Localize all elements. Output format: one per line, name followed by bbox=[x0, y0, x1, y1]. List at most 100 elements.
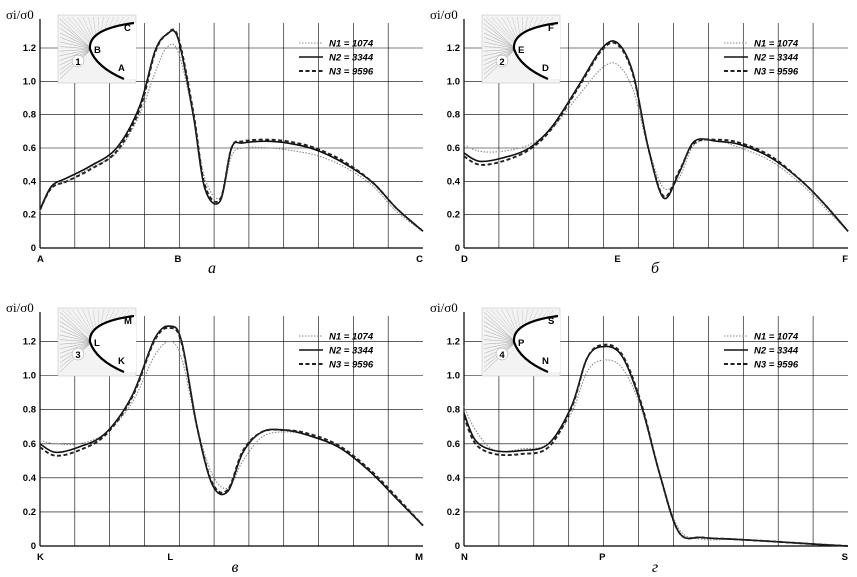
y-axis-label: σi/σ0 bbox=[6, 300, 34, 315]
panel-caption: б bbox=[651, 260, 660, 277]
chart-panel-2: 0 0.2 0.4 0.6 0.8 1.0 1.2 σi/σ0 D E Fб N1 = 1074 N2 … bbox=[430, 7, 849, 277]
inset-number-badge bbox=[71, 347, 85, 361]
mesh-line bbox=[59, 48, 93, 61]
x-tick-label: P bbox=[599, 552, 606, 563]
inset-point-label: B bbox=[94, 45, 101, 56]
x-tick-label: S bbox=[842, 552, 848, 563]
mesh-line bbox=[59, 339, 93, 343]
y-tick-label: 1.0 bbox=[23, 76, 36, 87]
y-tick-label: 0.4 bbox=[447, 176, 461, 187]
mesh-line bbox=[59, 311, 93, 343]
y-tick-label: 0.2 bbox=[23, 507, 36, 518]
series-line-1 bbox=[463, 62, 849, 232]
y-tick-label: 0 bbox=[455, 243, 460, 254]
inset-point-label: D bbox=[542, 63, 549, 74]
y-tick-label: 0 bbox=[455, 541, 460, 552]
y-axis-label: σi/σ0 bbox=[430, 7, 458, 22]
y-tick-label: 0.4 bbox=[23, 176, 37, 187]
y-tick-label: 0.2 bbox=[447, 210, 460, 221]
series-line-3 bbox=[39, 28, 424, 233]
series-line-3 bbox=[39, 326, 424, 527]
y-tick-label: 1.0 bbox=[447, 371, 460, 382]
inset-mesh-diagram: P S N 4 bbox=[481, 307, 561, 377]
mesh-line bbox=[483, 37, 517, 50]
mesh-line bbox=[483, 339, 517, 343]
y-tick-label: 1.2 bbox=[23, 337, 36, 348]
inset-point-label: F bbox=[548, 23, 554, 34]
mesh-line bbox=[483, 316, 517, 343]
inset-mesh-diagram: L M K 3 bbox=[57, 307, 137, 377]
inset-number: 2 bbox=[499, 57, 504, 68]
mesh-line bbox=[59, 334, 93, 343]
inset-point-label: K bbox=[118, 356, 125, 367]
inset-mesh-diagram: B C A 1 bbox=[57, 14, 137, 84]
series-line-3 bbox=[463, 41, 849, 232]
mesh-line bbox=[483, 46, 517, 50]
mesh-line bbox=[59, 316, 93, 343]
mesh-line bbox=[483, 41, 517, 50]
mesh-line bbox=[59, 341, 93, 350]
mesh-line bbox=[59, 37, 93, 50]
x-tick-label: D bbox=[461, 254, 468, 265]
series-line-2 bbox=[463, 345, 849, 547]
y-tick-label: 0.4 bbox=[447, 473, 461, 484]
mesh-line bbox=[483, 330, 517, 343]
x-tick-label: A bbox=[37, 254, 44, 265]
mesh-line bbox=[483, 32, 517, 50]
y-axis-label: σi/σ0 bbox=[430, 300, 458, 315]
panel-caption: в bbox=[232, 559, 239, 576]
y-tick-label: 0.8 bbox=[447, 110, 460, 121]
x-tick-label: M bbox=[415, 552, 423, 563]
y-axis-label: σi/σ0 bbox=[6, 7, 34, 22]
y-tick-label: 0.6 bbox=[23, 143, 36, 154]
y-tick-label: 0.8 bbox=[447, 405, 460, 416]
inset-point-label: P bbox=[518, 338, 525, 349]
legend-entry: N2 = 3344 bbox=[329, 53, 374, 64]
mesh-line bbox=[59, 341, 93, 354]
x-tick-label: F bbox=[842, 254, 848, 265]
inset-point-label: N bbox=[542, 356, 549, 367]
mesh-line bbox=[483, 325, 517, 343]
legend-entry: N2 = 3344 bbox=[329, 346, 374, 357]
inset-number-badge bbox=[71, 54, 85, 68]
series-line-3 bbox=[463, 343, 849, 547]
inset-point-label: E bbox=[518, 45, 524, 56]
y-tick-label: 0 bbox=[31, 541, 36, 552]
mesh-line bbox=[483, 311, 517, 343]
inset-mesh-diagram: E F D 2 bbox=[481, 14, 561, 84]
legend-entry: N3 = 9596 bbox=[754, 360, 799, 371]
y-tick-label: 0.8 bbox=[23, 405, 36, 416]
chart-panel-1: 0 0.2 0.4 0.6 0.8 1.0 1.2 σi/σ0 A B Cа N1 = 1074 N2 … bbox=[6, 7, 424, 277]
y-tick-label: 0.8 bbox=[23, 110, 36, 121]
inset-point-label: C bbox=[124, 23, 131, 34]
mesh-line bbox=[483, 27, 517, 50]
x-tick-label: K bbox=[37, 552, 44, 563]
y-tick-label: 0.2 bbox=[23, 210, 36, 221]
legend-entry: N1 = 1074 bbox=[754, 332, 799, 343]
mesh-line bbox=[483, 341, 517, 350]
inset-number-badge bbox=[495, 54, 509, 68]
mesh-line bbox=[483, 320, 517, 343]
inset-point-label: S bbox=[548, 316, 554, 327]
legend-entry: N3 = 9596 bbox=[329, 360, 374, 371]
legend-entry: N1 = 1074 bbox=[329, 332, 374, 343]
notch-boundary bbox=[88, 21, 135, 81]
inset-number: 1 bbox=[75, 57, 81, 68]
legend-entry: N3 = 9596 bbox=[329, 67, 374, 78]
mesh-line bbox=[59, 32, 93, 50]
mesh-line bbox=[483, 341, 517, 345]
inset-point-label: M bbox=[124, 316, 132, 327]
mesh-line bbox=[59, 325, 93, 343]
mesh-line bbox=[59, 330, 93, 343]
panel-caption: а bbox=[208, 260, 216, 277]
x-tick-label: L bbox=[167, 552, 173, 563]
x-tick-label: C bbox=[416, 254, 423, 265]
legend-entry: N2 = 3344 bbox=[754, 53, 799, 64]
y-tick-label: 0.6 bbox=[447, 143, 460, 154]
mesh-line bbox=[483, 48, 517, 52]
y-tick-label: 0.2 bbox=[447, 507, 460, 518]
y-tick-label: 1.2 bbox=[447, 43, 460, 54]
y-tick-label: 0.6 bbox=[447, 439, 460, 450]
mesh-line bbox=[483, 341, 517, 354]
